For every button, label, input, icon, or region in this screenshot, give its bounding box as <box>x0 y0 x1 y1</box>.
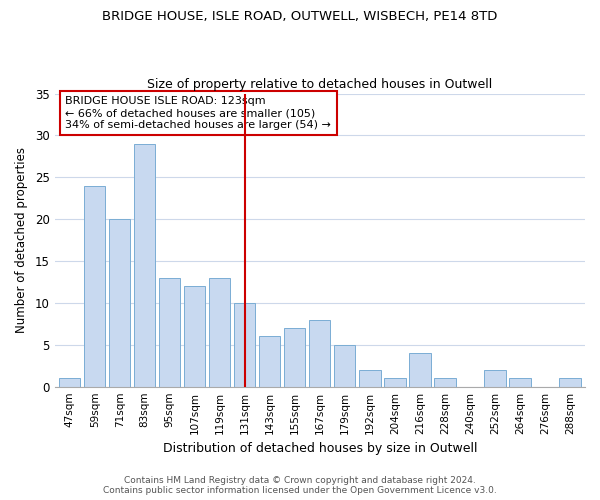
Bar <box>284 328 305 386</box>
Bar <box>134 144 155 386</box>
Bar <box>234 303 256 386</box>
Bar <box>484 370 506 386</box>
Bar <box>509 378 530 386</box>
Bar <box>259 336 280 386</box>
Y-axis label: Number of detached properties: Number of detached properties <box>15 147 28 333</box>
Text: BRIDGE HOUSE ISLE ROAD: 123sqm
← 66% of detached houses are smaller (105)
34% of: BRIDGE HOUSE ISLE ROAD: 123sqm ← 66% of … <box>65 96 331 130</box>
Bar <box>434 378 455 386</box>
Bar <box>409 353 431 386</box>
Bar <box>359 370 380 386</box>
Title: Size of property relative to detached houses in Outwell: Size of property relative to detached ho… <box>147 78 493 91</box>
Bar <box>159 278 181 386</box>
Text: Contains HM Land Registry data © Crown copyright and database right 2024.
Contai: Contains HM Land Registry data © Crown c… <box>103 476 497 495</box>
X-axis label: Distribution of detached houses by size in Outwell: Distribution of detached houses by size … <box>163 442 477 455</box>
Bar <box>559 378 581 386</box>
Bar <box>59 378 80 386</box>
Bar <box>209 278 230 386</box>
Bar <box>84 186 106 386</box>
Bar <box>109 219 130 386</box>
Text: BRIDGE HOUSE, ISLE ROAD, OUTWELL, WISBECH, PE14 8TD: BRIDGE HOUSE, ISLE ROAD, OUTWELL, WISBEC… <box>103 10 497 23</box>
Bar <box>384 378 406 386</box>
Bar <box>334 345 355 387</box>
Bar <box>309 320 331 386</box>
Bar <box>184 286 205 386</box>
